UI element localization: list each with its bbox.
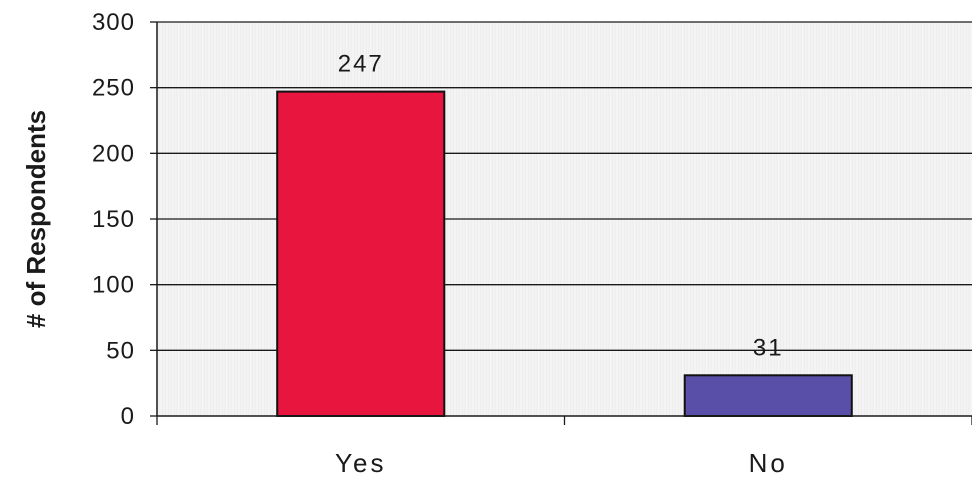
data-label-yes: 247 — [338, 51, 384, 78]
data-label-no: 31 — [753, 334, 784, 361]
y-tick-label: 0 — [121, 403, 135, 430]
y-tick-label: 250 — [92, 75, 135, 102]
bars — [276, 90, 853, 418]
bar-no — [683, 374, 853, 417]
y-axis-title: # of Respondents — [21, 110, 51, 328]
y-tick-label: 50 — [106, 337, 135, 364]
y-tick-label: 150 — [92, 206, 135, 233]
y-tick-label: 200 — [92, 140, 135, 167]
bar-yes — [276, 90, 446, 418]
y-tick-label: 100 — [92, 272, 135, 299]
axes — [150, 21, 972, 425]
y-tick-label: 300 — [92, 9, 135, 36]
category-label-no: No — [749, 448, 788, 478]
labels: 0 50 100 150 200 250 300 247 Yes 31 No — [92, 9, 788, 478]
category-label-yes: Yes — [335, 448, 386, 478]
